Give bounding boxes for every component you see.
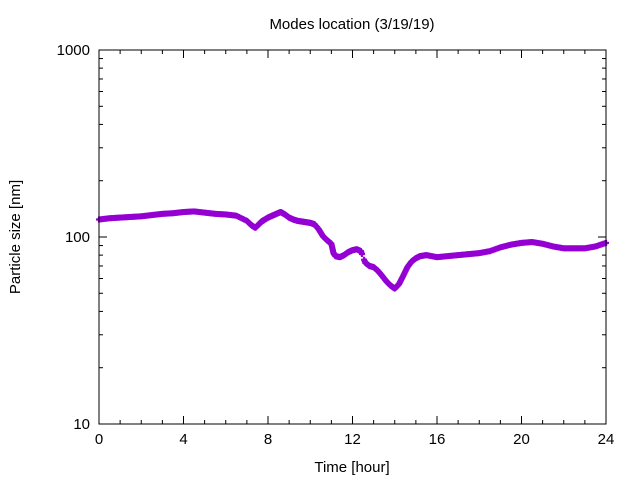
x-tick-label: 20	[513, 431, 530, 448]
y-axis-label: Particle size [nm]	[7, 180, 24, 294]
chart-title: Modes location (3/19/19)	[269, 16, 434, 33]
y-tick-label: 10	[73, 416, 90, 433]
x-tick-label: 0	[95, 431, 103, 448]
x-tick-label: 4	[179, 431, 187, 448]
x-axis-label: Time [hour]	[314, 459, 389, 476]
axis-ticks: 0 4 8 12 16 20 24 10 100 1000	[57, 42, 615, 448]
y-tick-label: 1000	[57, 42, 90, 59]
plot-frame	[98, 49, 607, 425]
y-tick-label: 100	[65, 229, 90, 246]
x-tick-label: 24	[598, 431, 615, 448]
x-tick-label: 8	[264, 431, 272, 448]
x-tick-label: 16	[429, 431, 446, 448]
data-series	[96, 208, 609, 292]
x-tick-label: 12	[344, 431, 361, 448]
data-point	[359, 251, 366, 258]
